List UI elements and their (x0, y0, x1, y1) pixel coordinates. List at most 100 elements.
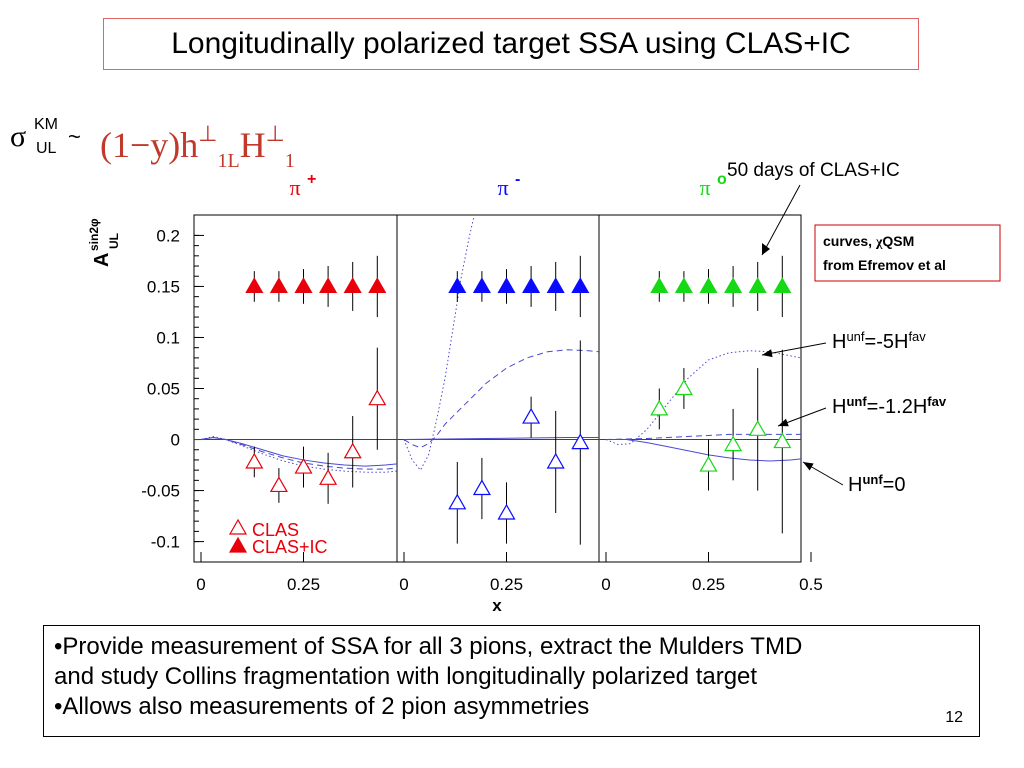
clas-ic-point (724, 277, 743, 294)
legend-clas-marker (228, 518, 248, 535)
slide-title: Longitudinally polarized target SSA usin… (103, 18, 919, 70)
clas-ic-point (773, 277, 792, 294)
formula-sigma: σ (10, 120, 27, 153)
summary-box: •Provide measurement of SSA for all 3 pi… (43, 625, 980, 737)
panel-label-sup: + (307, 171, 316, 188)
clas-point (748, 420, 767, 436)
panel-label-sup: - (515, 171, 520, 188)
clas-point (343, 442, 362, 459)
clas-point (294, 457, 313, 474)
h-label-part: unf (846, 329, 864, 344)
curves-box-line2: from Efremov et al (823, 257, 946, 273)
curve-h-unf-0 (403, 436, 599, 441)
formula-expression-h: H (239, 125, 266, 165)
formula-perp-2: ⊥ (265, 121, 285, 146)
formula-expression-main: (1−y)h (100, 125, 199, 165)
h-arrowhead-3 (803, 462, 814, 471)
clas-ic-point (472, 277, 491, 294)
clas-ic-point (269, 277, 288, 294)
h-arrowhead-1 (762, 349, 773, 358)
summary-line-2: and study Collins fragmentation with lon… (54, 663, 758, 690)
h-arrowhead-2 (778, 418, 789, 427)
clas-ic-point (294, 277, 313, 294)
x-tick-label: 0.5 (799, 575, 823, 594)
formula-subscript: UL (36, 140, 57, 157)
panel-2 (397, 215, 599, 545)
clas-point (319, 469, 338, 485)
x-tick-label: 0.25 (490, 575, 523, 594)
x-axis-label: x (492, 596, 502, 615)
clas-point (245, 452, 264, 469)
clas-ic-point (748, 277, 767, 294)
h-label-part: H (832, 396, 846, 418)
h-label-3: Hunf=0 (848, 472, 905, 496)
x-tick-label: 0.25 (287, 575, 320, 594)
clas-ic-point (674, 277, 693, 294)
panel-label: π (289, 175, 300, 200)
clas-point (650, 399, 669, 416)
curve-h-unf-m1-2 (403, 349, 599, 449)
clas-ic-point (319, 277, 338, 294)
y-tick-label: 0.15 (147, 277, 180, 296)
y-axis-label-main: A (91, 253, 113, 267)
panel-label: π (699, 175, 710, 200)
formula-tilde: ~ (68, 124, 81, 149)
formula-expression: (1−y)h⊥1LH⊥1 (100, 121, 295, 172)
y-axis-label-sup: sin2φ (87, 218, 101, 251)
curve-h-unf-0 (200, 436, 397, 467)
curve-h-unf-m5 (403, 215, 475, 472)
days-annotation: 50 days of CLAS+IC (727, 160, 900, 181)
h-label-part: =-5H (865, 331, 909, 353)
h-label-part: unf (862, 472, 883, 487)
panel-label: π (497, 175, 508, 200)
clas-ic-point (343, 277, 362, 294)
clas-ic-point (546, 277, 565, 294)
legend-clas-ic-marker (228, 536, 248, 553)
formula-expression-sub: 1L (217, 150, 240, 172)
legend-clas-label: CLAS (252, 520, 299, 540)
x-tick-label: 0 (399, 575, 408, 594)
y-tick-label: 0 (171, 431, 180, 450)
y-tick-label: 0.1 (156, 328, 180, 347)
clas-point (699, 455, 718, 472)
clas-ic-point (650, 277, 669, 294)
summary-line-1: •Provide measurement of SSA for all 3 pi… (54, 633, 803, 660)
plot-frame (193, 214, 802, 563)
y-tick-label: 0.2 (156, 226, 180, 245)
y-tick-label: -0.05 (141, 482, 180, 501)
page-number: 12 (945, 709, 963, 726)
h-label-part: unf (846, 394, 867, 409)
h-label-part: H (832, 331, 846, 353)
clas-point (571, 433, 590, 450)
summary-line-3: •Allows also measurements of 2 pion asym… (54, 693, 590, 720)
h-label-part: fav (927, 394, 947, 409)
curves-box-line1: curves, χQSM (823, 233, 914, 250)
clas-point (546, 452, 565, 469)
h-label-part: =-1.2H (867, 396, 928, 418)
clas-point (497, 503, 516, 520)
curves-box-suffix: QSM (882, 233, 914, 249)
curve-h-unf-m5 (200, 435, 397, 473)
x-tick-label: 0 (196, 575, 205, 594)
clas-ic-point (245, 277, 264, 294)
clas-point (773, 432, 792, 449)
y-tick-label: 0.05 (147, 380, 180, 399)
formula-expression-h-sub: 1 (284, 150, 295, 172)
panel-1 (194, 255, 397, 504)
curves-box-chi: χ (875, 235, 883, 250)
h-label-2: Hunf=-1.2Hfav (832, 394, 947, 418)
days-arrow (761, 184, 801, 256)
clas-point (472, 479, 491, 496)
formula-superscript: KM (34, 116, 58, 133)
clas-point (368, 389, 387, 406)
clas-ic-point (522, 277, 541, 294)
clas-point (448, 493, 467, 510)
curve-h-unf-m1-2 (605, 433, 801, 441)
h-arrow-1 (761, 342, 827, 356)
curves-box-prefix: curves, (823, 233, 876, 249)
clas-ic-point (448, 277, 467, 294)
clas-ic-point (699, 277, 718, 294)
clas-ic-point (368, 277, 387, 294)
